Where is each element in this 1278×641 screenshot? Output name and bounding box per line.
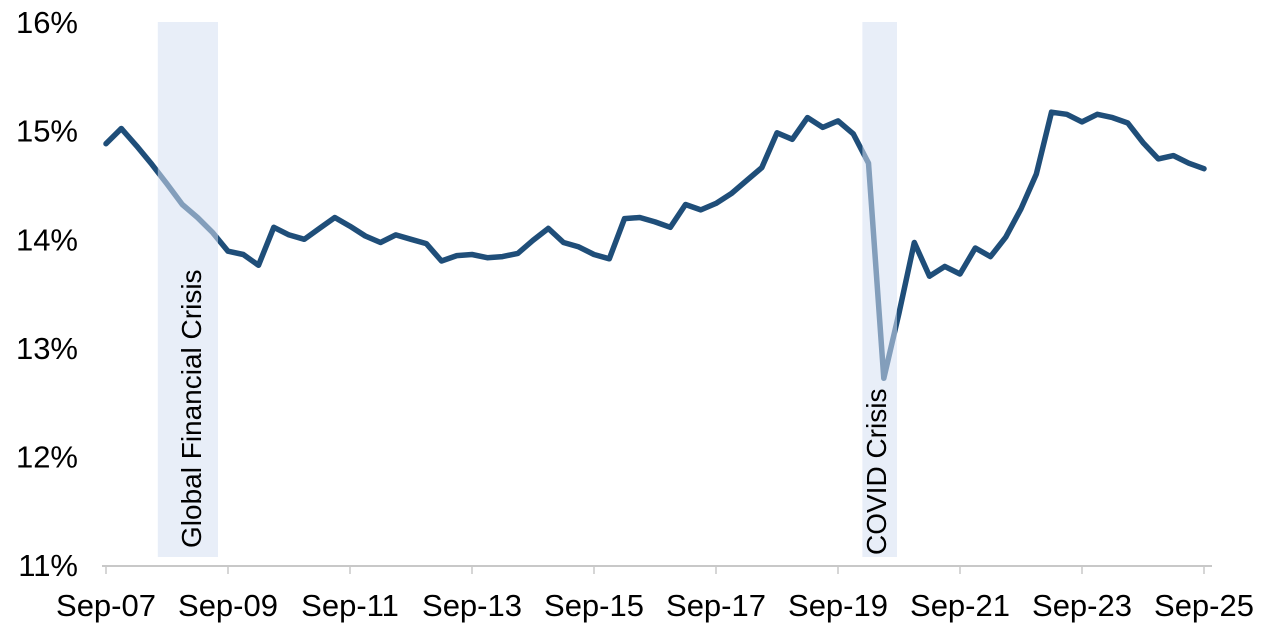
x-tick-label: Sep-07 xyxy=(56,588,156,623)
y-tick-label: 15% xyxy=(16,114,78,149)
y-tick-label: 16% xyxy=(16,5,78,40)
x-tick-label: Sep-17 xyxy=(666,588,766,623)
x-tick-label: Sep-21 xyxy=(910,588,1010,623)
x-tick-label: Sep-09 xyxy=(178,588,278,623)
x-tick-label: Sep-19 xyxy=(788,588,888,623)
y-tick-label: 13% xyxy=(16,331,78,366)
y-tick-label: 12% xyxy=(16,440,78,475)
x-tick-label: Sep-23 xyxy=(1032,588,1132,623)
crisis-band-label: Global Financial Crisis xyxy=(176,269,207,548)
crisis-band-0 xyxy=(157,22,218,557)
data-series-line xyxy=(103,109,1207,382)
x-tick-label: Sep-13 xyxy=(422,588,522,623)
x-tick-label: Sep-25 xyxy=(1154,588,1254,623)
y-tick-label: 11% xyxy=(18,548,78,583)
crisis-band-label: COVID Crisis xyxy=(861,389,892,555)
y-tick-label: 14% xyxy=(16,222,78,257)
crisis-band-1 xyxy=(862,22,897,557)
x-tick-label: Sep-15 xyxy=(544,588,644,623)
x-tick-label: Sep-11 xyxy=(301,588,399,623)
